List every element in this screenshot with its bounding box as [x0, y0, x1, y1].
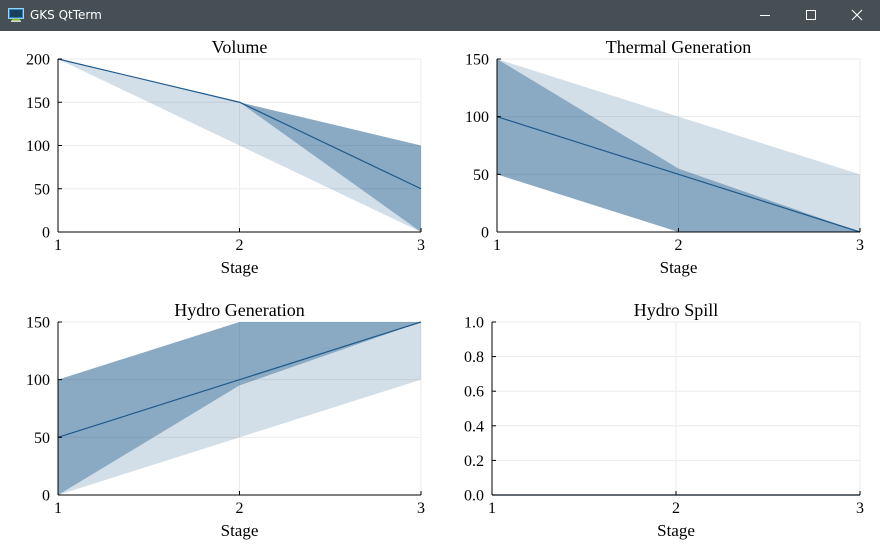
title-bar[interactable]: GKS QtTerm — [0, 0, 880, 31]
x-tick-label: 2 — [672, 500, 680, 517]
y-tick-label: 100 — [26, 372, 50, 389]
x-tick-label: 2 — [236, 500, 244, 517]
minimize-icon — [760, 15, 770, 16]
band-1 — [58, 322, 421, 495]
y-tick-label: 0.4 — [464, 418, 484, 435]
chart-title: Volume — [212, 37, 268, 57]
x-tick-label: 3 — [417, 237, 425, 254]
band-2 — [58, 322, 421, 495]
close-icon — [851, 9, 863, 21]
x-tick-label: 2 — [236, 237, 244, 254]
y-tick-label: 0.2 — [464, 453, 484, 470]
x-tick-label: 2 — [675, 237, 683, 254]
y-tick-label: 200 — [26, 52, 50, 69]
chart-title: Thermal Generation — [606, 37, 751, 57]
terminal-app-icon — [8, 8, 24, 22]
band-1 — [58, 59, 421, 232]
x-axis-label: Stage — [657, 521, 695, 540]
y-tick-label: 0 — [42, 488, 50, 505]
y-tick-label: 100 — [465, 109, 489, 126]
band-2 — [497, 59, 860, 232]
maximize-icon — [806, 10, 816, 20]
x-tick-label: 1 — [54, 500, 62, 517]
y-tick-label: 0.0 — [464, 488, 484, 505]
y-tick-label: 1.0 — [464, 315, 484, 332]
x-axis-label: Stage — [221, 258, 259, 277]
y-tick-label: 100 — [26, 138, 50, 155]
band-1 — [497, 59, 860, 232]
x-axis-label: Stage — [660, 258, 698, 277]
y-tick-label: 150 — [26, 95, 50, 112]
series-line — [57, 58, 422, 190]
x-tick-label: 3 — [856, 237, 864, 254]
y-tick-label: 150 — [465, 52, 489, 69]
minimize-button[interactable] — [742, 0, 788, 31]
x-tick-label: 1 — [488, 500, 496, 517]
chart-title: Hydro Generation — [174, 300, 304, 320]
subplot-2: 0 50 100 150 1 2 3 Thermal Generation Stage — [465, 37, 864, 277]
x-tick-label: 3 — [856, 500, 864, 517]
close-button[interactable] — [834, 0, 880, 31]
y-tick-label: 0.6 — [464, 384, 484, 401]
y-tick-label: 150 — [26, 315, 50, 332]
series-line — [57, 321, 422, 438]
x-tick-label: 3 — [417, 500, 425, 517]
band-2 — [58, 59, 421, 232]
y-tick-label: 0.8 — [464, 349, 484, 366]
subplot-4: 0.0 0.2 0.4 0.6 0.8 1.0 1 2 3 Hydro Spill Stage — [464, 300, 864, 540]
y-tick-label: 50 — [473, 167, 489, 184]
window-title: GKS QtTerm — [30, 8, 102, 22]
maximize-button[interactable] — [788, 0, 834, 31]
x-tick-label: 1 — [54, 237, 62, 254]
y-tick-label: 50 — [34, 181, 50, 198]
x-axis-label: Stage — [221, 521, 259, 540]
y-tick-label: 50 — [34, 430, 50, 447]
subplot-1: 0 50 100 150 200 1 2 3 Volume Stage — [26, 37, 425, 277]
y-tick-label: 0 — [481, 225, 489, 242]
chart-title: Hydro Spill — [634, 300, 719, 320]
series-line — [496, 116, 861, 233]
subplot-3: 0 50 100 150 1 2 3 Hydro Generation Stage — [26, 300, 425, 540]
x-tick-label: 1 — [493, 237, 501, 254]
y-tick-label: 0 — [42, 225, 50, 242]
